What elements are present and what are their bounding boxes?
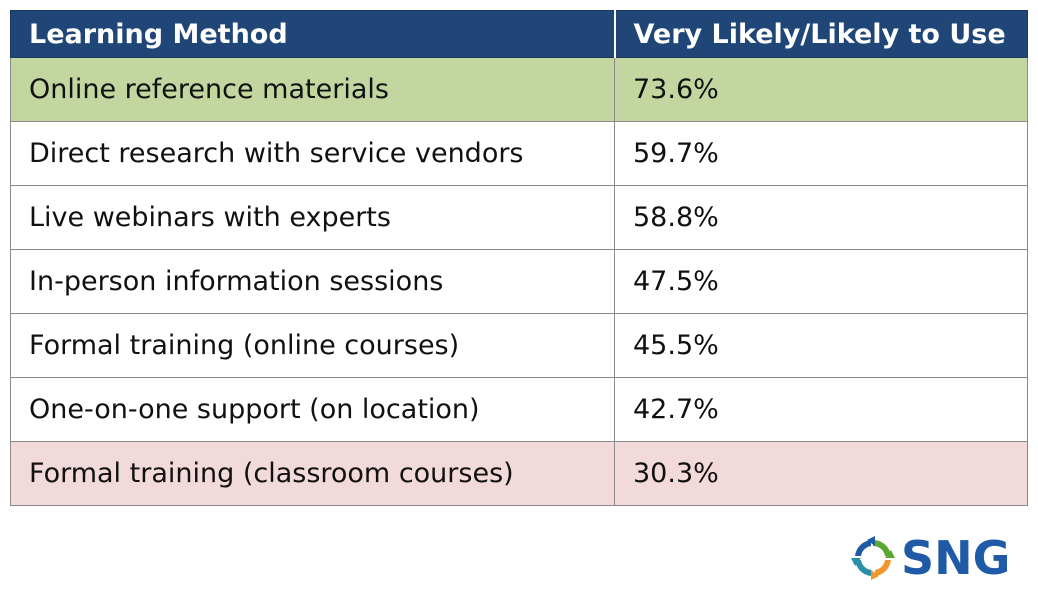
table-row: In-person information sessions 47.5% bbox=[10, 249, 1028, 314]
learning-method-cell: Direct research with service vendors bbox=[10, 121, 615, 186]
likelihood-value-cell: 42.7% bbox=[614, 377, 1028, 442]
learning-method-cell: Formal training (online courses) bbox=[10, 313, 615, 378]
table-header-row: Learning Method Very Likely/Likely to Us… bbox=[10, 10, 1028, 58]
likelihood-value-cell: 58.8% bbox=[614, 185, 1028, 250]
table-row: Direct research with service vendors 59.7… bbox=[10, 121, 1028, 186]
likelihood-value-cell: 73.6% bbox=[614, 57, 1028, 122]
column-header-likelihood: Very Likely/Likely to Use bbox=[614, 10, 1028, 58]
likelihood-value-cell: 47.5% bbox=[614, 249, 1028, 314]
table-row: Online reference materials 73.6% bbox=[10, 57, 1028, 122]
table-body: Online reference materials 73.6% Direct re… bbox=[10, 57, 1028, 506]
likelihood-value-cell: 59.7% bbox=[614, 121, 1028, 186]
circular-arrows-icon bbox=[851, 536, 895, 580]
learning-method-cell: Formal training (classroom courses) bbox=[10, 441, 615, 506]
column-header-learning-method: Learning Method bbox=[10, 10, 616, 58]
table-row: One-on-one support (on location) 42.7% bbox=[10, 377, 1028, 442]
sng-logo: SNG bbox=[851, 530, 1021, 586]
likelihood-value-cell: 30.3% bbox=[614, 441, 1028, 506]
table-row: Formal training (classroom courses) 30.3% bbox=[10, 441, 1028, 506]
logo-text: SNG bbox=[901, 531, 1011, 585]
table-row: Formal training (online courses) 45.5% bbox=[10, 313, 1028, 378]
learning-method-cell: One-on-one support (on location) bbox=[10, 377, 615, 442]
learning-method-cell: Online reference materials bbox=[10, 57, 615, 122]
table-row: Live webinars with experts 58.8% bbox=[10, 185, 1028, 250]
likelihood-value-cell: 45.5% bbox=[614, 313, 1028, 378]
learning-method-cell: Live webinars with experts bbox=[10, 185, 615, 250]
learning-method-cell: In-person information sessions bbox=[10, 249, 615, 314]
learning-method-table: Learning Method Very Likely/Likely to Us… bbox=[10, 10, 1028, 506]
